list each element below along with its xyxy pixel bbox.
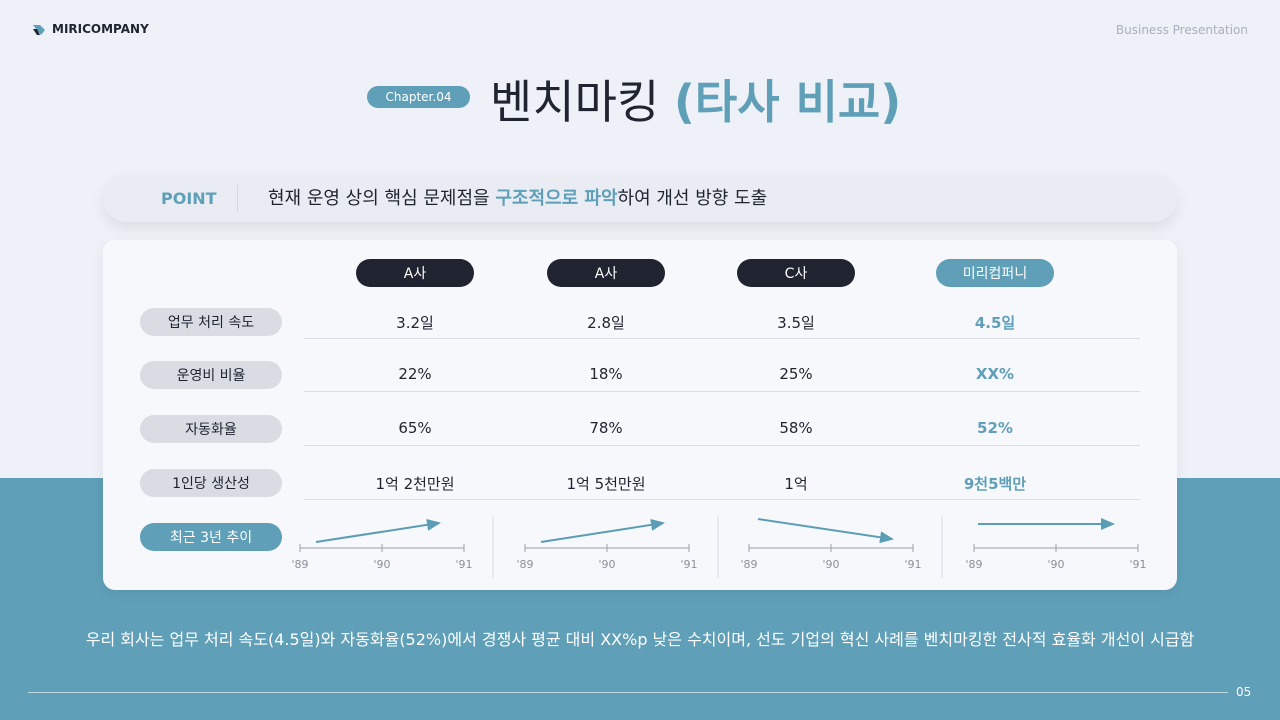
cell: 1억 [784,475,808,493]
column-header: 미리컴퍼니 [936,259,1054,287]
point-bar: POINT 현재 운영 상의 핵심 문제점을 구조적으로 파악하여 개선 방향 … [103,175,1177,222]
cell: 58% [779,419,813,437]
cell: 65% [398,419,432,437]
cell: 2.8일 [587,314,625,332]
row-label: 자동화율 [140,415,282,443]
summary: 우리 회사는 업무 처리 속도(4.5일)와 자동화율(52%)에서 경쟁사 평… [85,630,1195,649]
row-rule [304,499,1140,500]
cell: 18% [589,365,623,383]
chapter-badge: Chapter.04 [367,86,470,108]
cell: 4.5일 [974,314,1016,332]
logo-text: MIRICOMPANY [52,22,149,36]
page-number: 05 [1236,685,1252,699]
column-header: C사 [737,259,855,287]
row-rule [304,391,1140,392]
point-label: POINT [161,189,217,208]
cell: XX% [975,365,1015,383]
footer-line [28,692,1228,693]
column-header: A사 [356,259,474,287]
separator [237,185,238,212]
cell: 3.2일 [396,314,434,332]
header-tag: Business Presentation [1115,23,1248,37]
column-header: A사 [547,259,665,287]
point-text: 현재 운영 상의 핵심 문제점을 구조적으로 파악하여 개선 방향 도출 [268,175,767,222]
cell: 9천5백만 [963,475,1027,493]
cell: 1억 2천만원 [375,475,455,493]
title-main: 벤치마킹 [490,75,660,129]
slide-title: 벤치마킹 (타사 비교) [490,66,901,132]
cell: 3.5일 [777,314,815,332]
cell: 1억 5천만원 [566,475,646,493]
row-label: 1인당 생산성 [140,469,282,497]
text: 하여 개선 방향 도출 [617,188,768,209]
cell: 52% [977,419,1013,437]
cell: 25% [779,365,813,383]
highlight: 구조적으로 파악 [495,188,618,209]
row-label: 업무 처리 속도 [140,308,282,336]
logo: MIRICOMPANY [32,22,149,36]
row-rule [304,338,1140,339]
cell: 22% [398,365,432,383]
logo-icon [33,25,45,35]
cell: 78% [589,419,623,437]
row-rule [304,445,1140,446]
title-accent: (타사 비교) [673,75,902,129]
row-label: 최근 3년 추이 [140,523,282,551]
text: 현재 운영 상의 핵심 문제점을 [268,188,496,209]
row-label: 운영비 비율 [140,361,282,389]
